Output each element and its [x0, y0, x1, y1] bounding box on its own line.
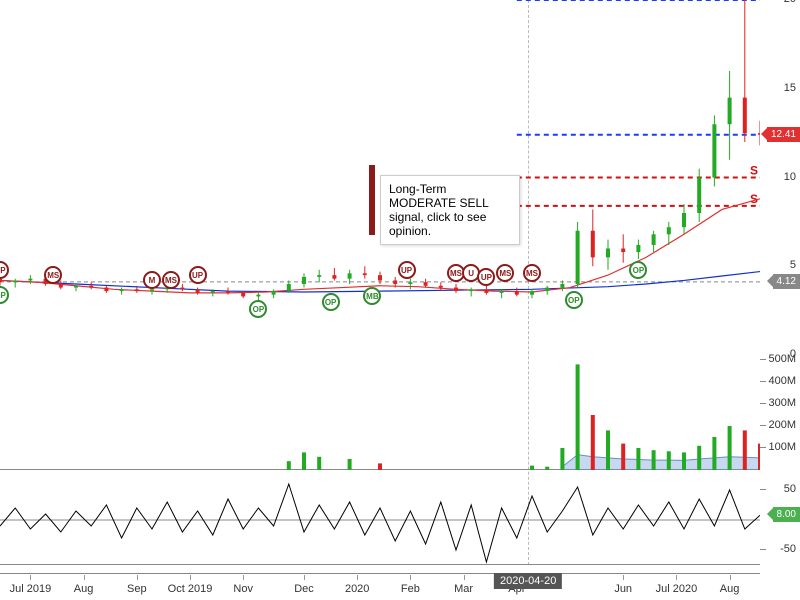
- price-flag: 4.12: [773, 274, 800, 289]
- xaxis-label: Jun: [614, 583, 632, 595]
- svg-text:S: S: [750, 192, 758, 206]
- signal-tooltip[interactable]: Long-Term MODERATE SELL signal, click to…: [380, 175, 520, 245]
- xaxis-label: Jul 2020: [656, 583, 698, 595]
- signal-op[interactable]: OP: [322, 293, 340, 311]
- xaxis-label: Mar: [454, 583, 473, 595]
- xaxis-label: 2020: [345, 583, 369, 595]
- xaxis-label: Jul 2019: [10, 583, 52, 595]
- xaxis: Jul 2019AugSepOct 2019NovDec2020FebMarAp…: [0, 565, 760, 600]
- xaxis-label: Feb: [401, 583, 420, 595]
- xaxis-label: Dec: [294, 583, 314, 595]
- xaxis-label: Sep: [127, 583, 147, 595]
- volume-yaxis: 100M200M300M400M500M: [760, 360, 800, 470]
- oscillator-value-flag: 8.00: [773, 507, 800, 522]
- signal-op[interactable]: OP: [565, 291, 583, 309]
- oscillator-panel[interactable]: [0, 475, 760, 565]
- price-yaxis: 05101520: [760, 0, 800, 355]
- stock-chart[interactable]: RSS 05101520 100M200M300M400M500M -5050 …: [0, 0, 800, 600]
- price-flag: 12.41: [767, 127, 800, 142]
- xaxis-label: Oct 2019: [168, 583, 213, 595]
- xaxis-label: Nov: [233, 583, 253, 595]
- crosshair-date-text: 2020-04-20: [500, 575, 556, 587]
- signal-up[interactable]: UP: [189, 266, 207, 284]
- volume-panel[interactable]: [0, 360, 760, 470]
- volume-svg: [0, 360, 760, 470]
- xaxis-label: Aug: [74, 583, 94, 595]
- crosshair-date-flag: 2020-04-20: [494, 573, 562, 589]
- oscillator-svg: [0, 475, 760, 565]
- signal-up[interactable]: UP: [398, 261, 416, 279]
- xaxis-label: Aug: [720, 583, 740, 595]
- tooltip-indicator-bar: [369, 165, 375, 235]
- tooltip-text: Long-Term MODERATE SELL signal, click to…: [389, 182, 488, 238]
- svg-text:S: S: [750, 164, 758, 178]
